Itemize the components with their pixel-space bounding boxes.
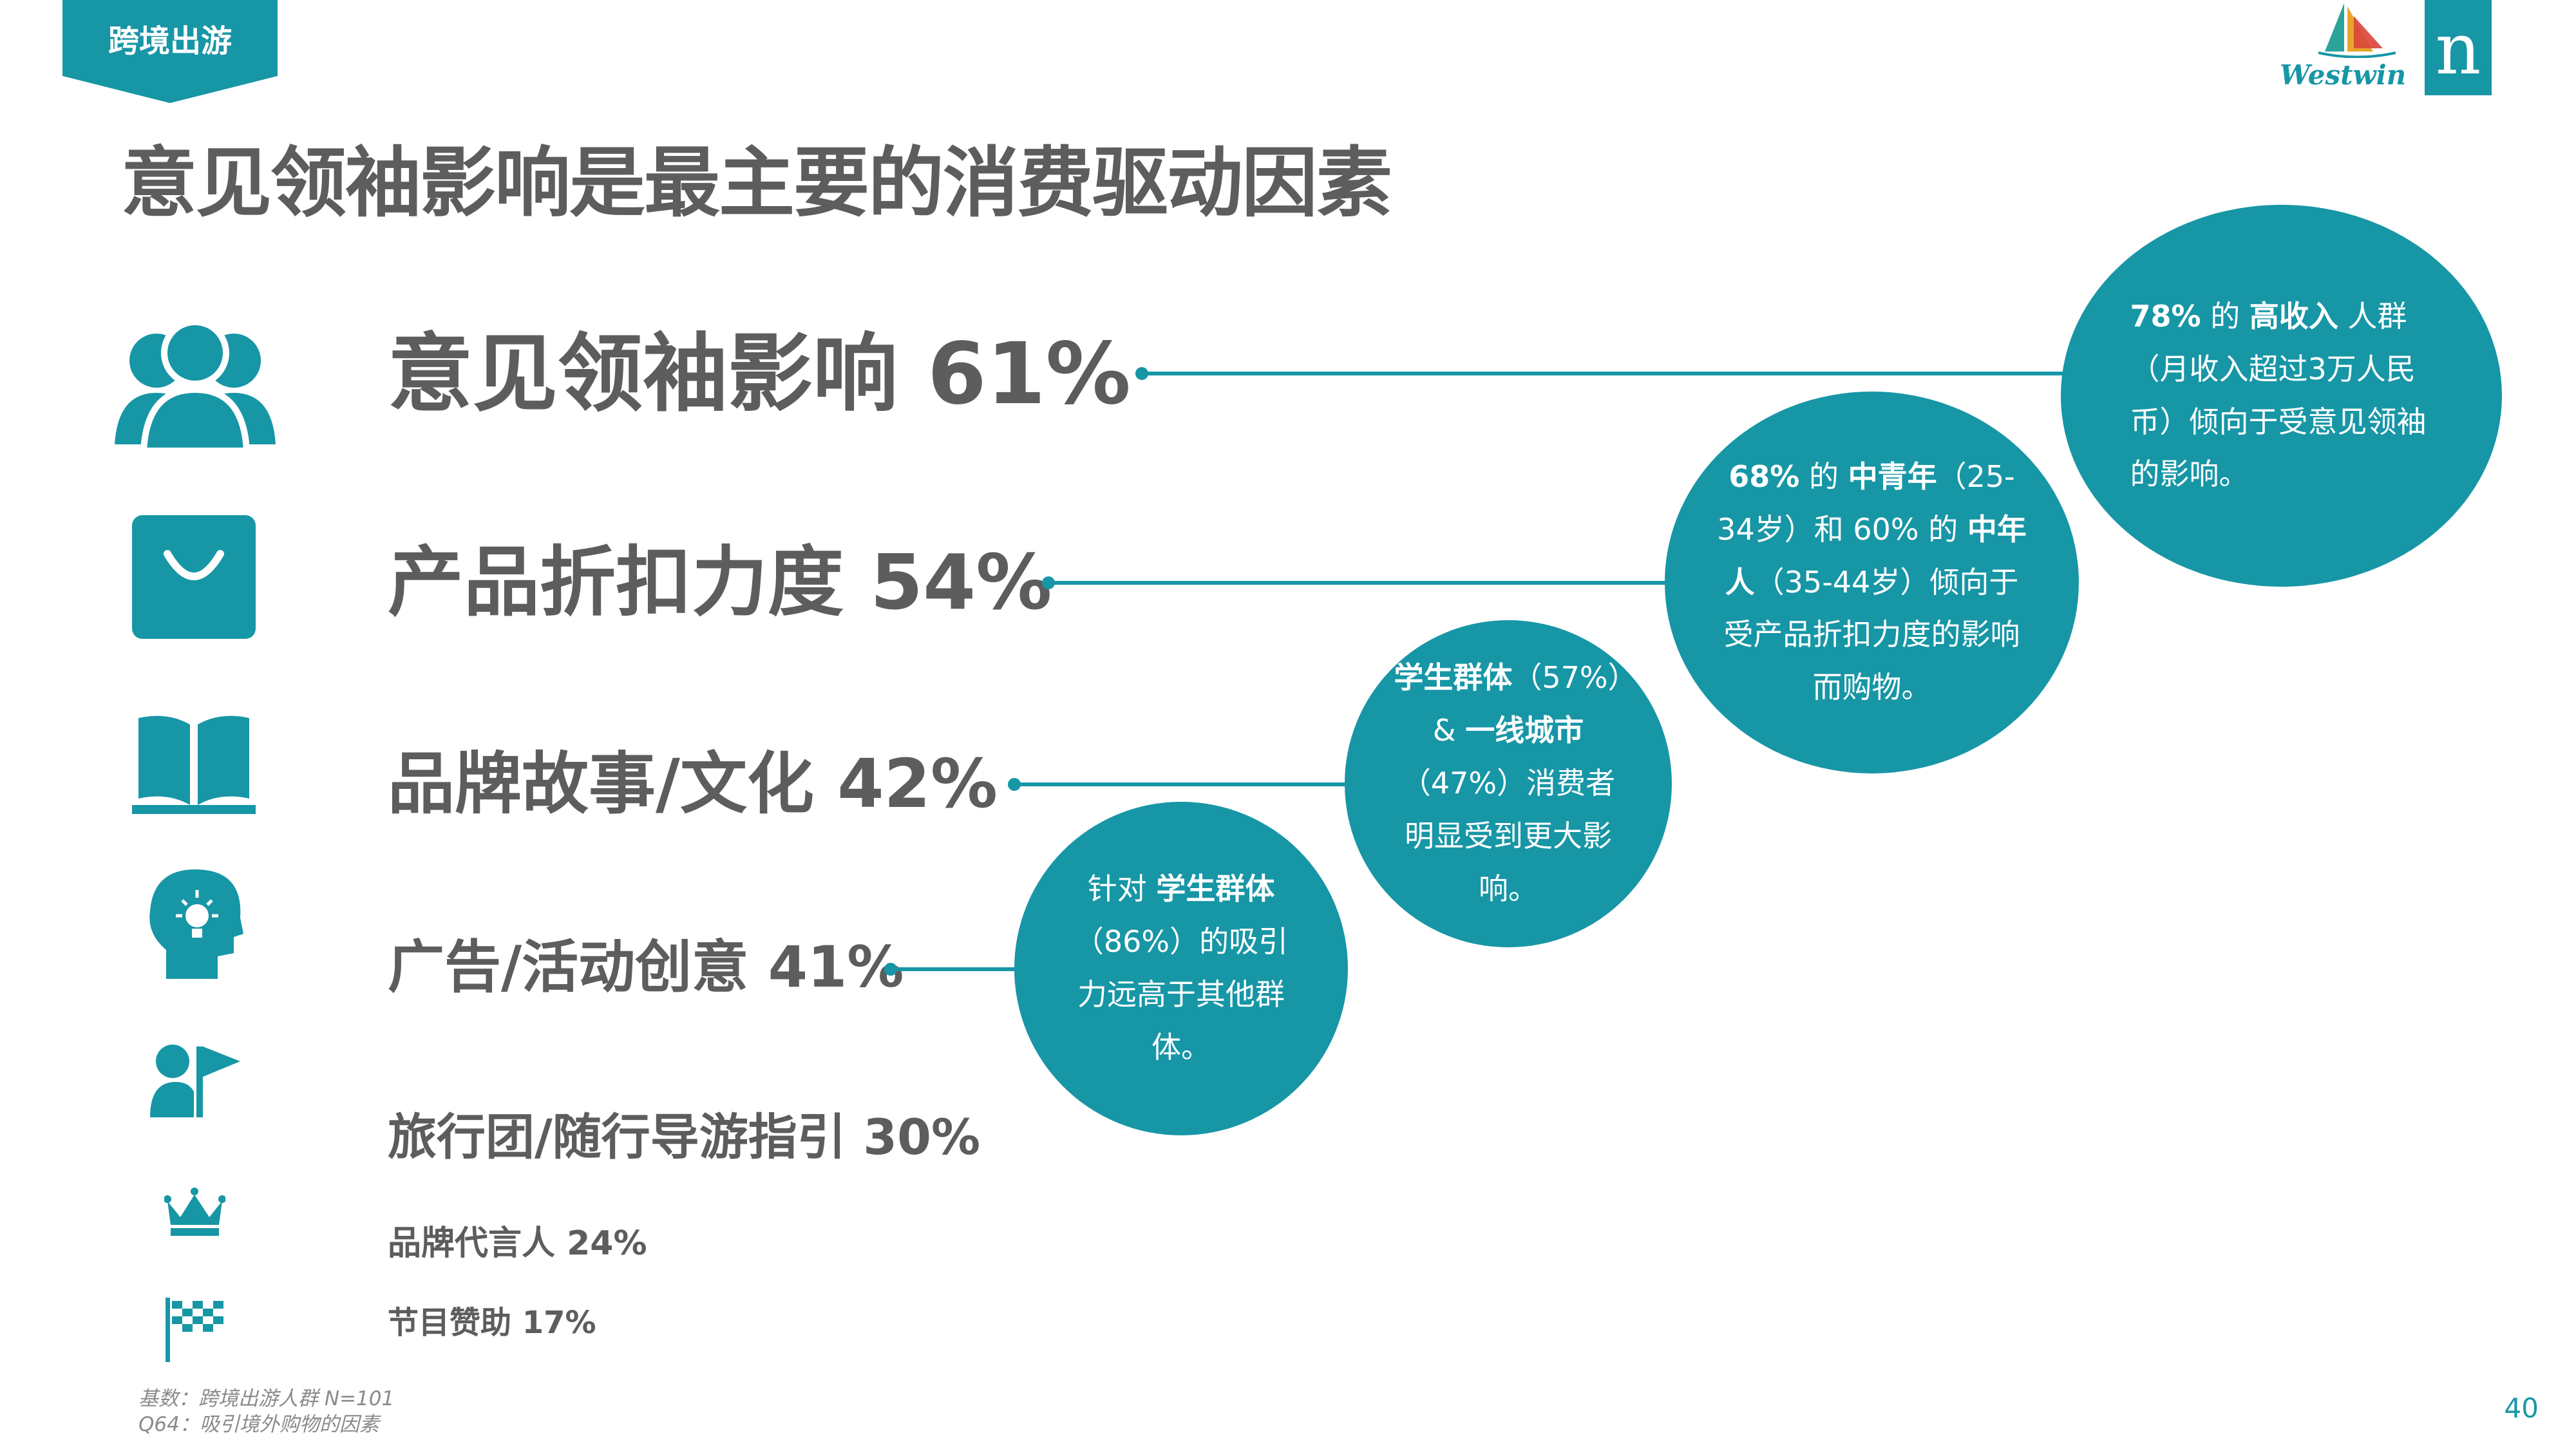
connector-line bbox=[891, 967, 1029, 971]
footnote: 基数：跨境出游人群 N=101 Q64：吸引境外购物的因素 bbox=[138, 1386, 394, 1438]
insight-bubble-3: 学生群体（57%）& 一线城市（47%）消费者明显受到更大影响。 bbox=[1345, 620, 1672, 947]
connector-line bbox=[1014, 782, 1356, 786]
insight-bubble-4: 针对 学生群体（86%）的吸引力远高于其他群体。 bbox=[1014, 802, 1348, 1135]
shopping-bag-icon bbox=[132, 515, 256, 639]
insight-bubble-1: 78% 的 高收入 人群（月收入超过3万人民币）倾向于受意见领袖的影响。 bbox=[2061, 205, 2502, 587]
westwin-wordmark: Westwin bbox=[2280, 59, 2407, 91]
section-tag: 跨境出游 bbox=[62, 0, 278, 76]
factor-label-4: 广告/活动创意 41% bbox=[388, 934, 904, 1000]
footnote-question: Q64：吸引境外购物的因素 bbox=[138, 1413, 379, 1437]
connector-line bbox=[1048, 581, 1692, 585]
connector-line bbox=[1142, 372, 2076, 375]
westwin-logo: Westwin bbox=[2280, 3, 2407, 91]
factor-label-1: 意见领袖影响 61% bbox=[388, 325, 1131, 424]
people-icon bbox=[115, 322, 276, 451]
factor-label-2: 产品折扣力度 54% bbox=[388, 538, 1052, 627]
factor-label-3: 品牌故事/文化 42% bbox=[388, 744, 998, 823]
head-lightbulb-icon bbox=[149, 869, 243, 979]
factor-label-5: 旅行团/随行导游指引 30% bbox=[388, 1108, 981, 1166]
insight-bubble-2: 68% 的 中青年（25-34岁）和 60% 的 中年人（35-44岁）倾向于受… bbox=[1665, 392, 2079, 773]
page-title: 意见领袖影响是最主要的消费驱动因素 bbox=[121, 138, 1392, 227]
sailboat-icon bbox=[2318, 3, 2396, 58]
checkered-flag-icon bbox=[166, 1298, 223, 1362]
page-number: 40 bbox=[2504, 1392, 2539, 1424]
crown-icon bbox=[164, 1188, 225, 1236]
nielsen-logo: n bbox=[2425, 0, 2492, 95]
footnote-base: 基数：跨境出游人群 N=101 bbox=[138, 1387, 395, 1410]
open-book-icon bbox=[132, 715, 256, 814]
factor-label-6: 品牌代言人 24% bbox=[388, 1224, 647, 1263]
person-flag-icon bbox=[150, 1045, 240, 1117]
factor-label-7: 节目赞助 17% bbox=[388, 1305, 596, 1341]
